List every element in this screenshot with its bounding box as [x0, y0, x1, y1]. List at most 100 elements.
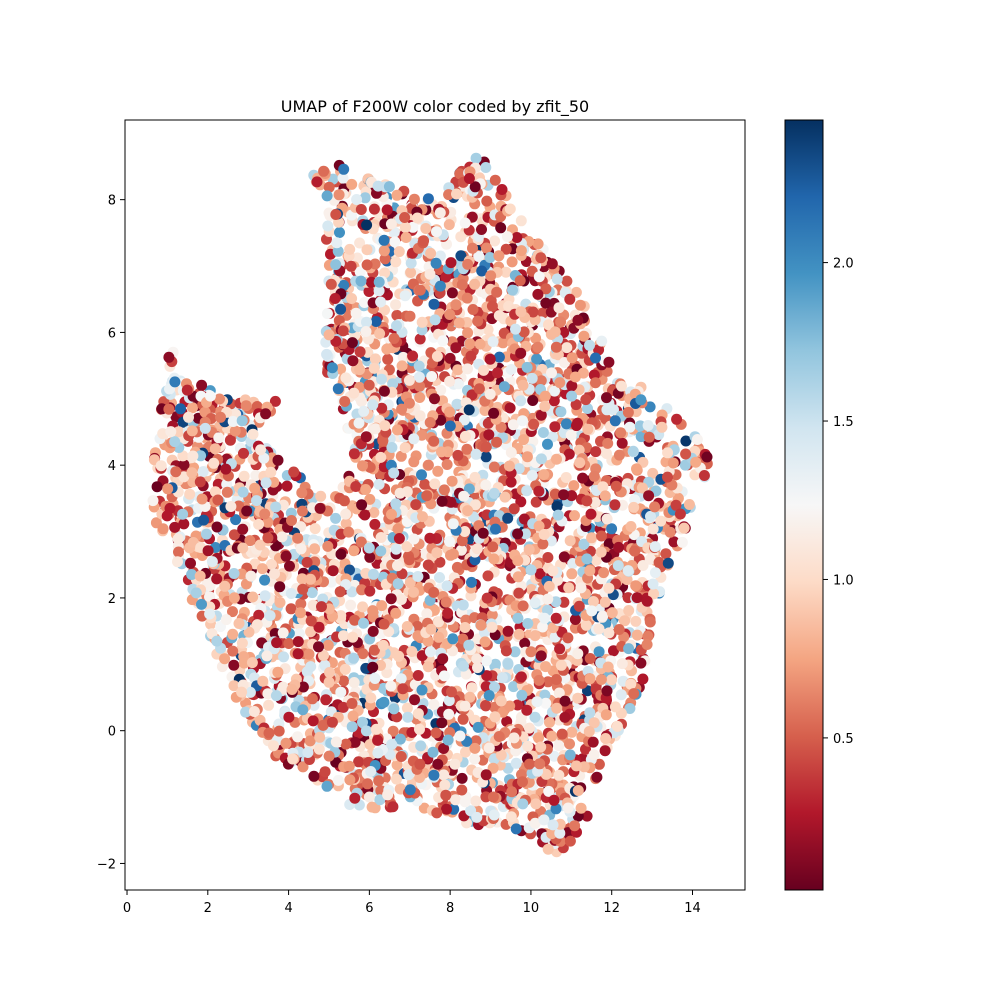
data-point	[197, 466, 209, 478]
data-point	[521, 361, 533, 373]
data-point	[376, 600, 388, 612]
data-point	[277, 627, 289, 639]
data-point	[542, 593, 554, 605]
data-point	[458, 414, 470, 426]
data-point	[564, 293, 576, 305]
data-point	[443, 189, 455, 201]
data-point	[668, 536, 680, 548]
y-tick-label: 4	[108, 459, 116, 474]
data-point	[340, 508, 352, 520]
data-point	[472, 315, 484, 327]
data-point	[526, 372, 538, 384]
data-point	[241, 505, 253, 517]
data-point	[383, 181, 395, 193]
data-point	[285, 603, 297, 615]
data-point	[548, 395, 560, 407]
data-point	[360, 431, 372, 443]
data-point	[313, 641, 324, 653]
data-point	[432, 758, 444, 770]
data-point	[600, 709, 612, 721]
data-point	[186, 569, 198, 580]
data-point	[495, 421, 507, 433]
data-point	[440, 271, 452, 283]
data-point	[430, 257, 442, 269]
data-point	[353, 756, 365, 768]
data-point	[286, 515, 297, 526]
data-point	[337, 172, 349, 184]
data-point	[367, 605, 379, 617]
data-point	[498, 381, 510, 393]
data-point	[595, 674, 607, 685]
data-point	[378, 234, 390, 246]
data-point	[396, 568, 408, 580]
data-point	[387, 725, 399, 737]
data-point	[332, 245, 344, 257]
data-point	[471, 543, 483, 555]
data-point	[359, 297, 370, 308]
data-point	[530, 496, 542, 508]
data-point	[609, 701, 621, 713]
data-point	[429, 393, 440, 405]
data-point	[183, 411, 194, 423]
data-point	[323, 181, 335, 193]
data-point	[305, 573, 316, 585]
data-point	[369, 518, 381, 530]
data-point	[373, 285, 385, 297]
data-point	[236, 686, 248, 698]
data-point	[240, 400, 252, 412]
data-point	[643, 490, 655, 502]
data-point	[601, 392, 612, 404]
data-point	[566, 390, 578, 402]
data-point	[238, 470, 250, 482]
data-point	[481, 670, 493, 682]
colorbar-axis: 0.5 1.0 1.5 2.0	[823, 257, 854, 747]
data-point	[523, 758, 535, 770]
data-point	[366, 801, 378, 813]
data-point	[505, 447, 517, 458]
data-point	[441, 803, 452, 815]
data-point	[469, 181, 481, 193]
data-point	[606, 674, 618, 686]
data-point	[390, 256, 402, 268]
data-point	[622, 406, 634, 418]
data-point	[570, 399, 582, 411]
data-point	[701, 451, 713, 463]
x-tick-label: 2	[204, 901, 212, 916]
data-point	[561, 275, 573, 287]
data-point	[360, 326, 372, 337]
data-point	[391, 320, 402, 332]
data-point	[372, 180, 384, 192]
data-point	[338, 675, 350, 687]
data-point	[347, 355, 359, 367]
data-point	[466, 389, 478, 401]
data-point	[262, 688, 274, 700]
data-point	[473, 383, 485, 395]
data-point	[408, 433, 420, 445]
data-point	[401, 702, 413, 714]
data-point	[484, 252, 496, 263]
data-point	[519, 637, 531, 649]
data-point	[493, 250, 505, 262]
data-point	[321, 780, 333, 792]
data-point	[526, 469, 538, 481]
data-point	[260, 408, 272, 420]
data-point	[428, 769, 440, 781]
data-point	[417, 511, 428, 523]
data-point	[460, 746, 471, 758]
data-point	[346, 721, 358, 733]
data-point	[408, 586, 419, 598]
data-point	[490, 523, 501, 535]
data-point	[373, 775, 385, 787]
data-point	[543, 319, 554, 331]
data-point	[225, 501, 237, 512]
data-point	[305, 626, 317, 638]
data-point	[530, 332, 542, 344]
data-point	[517, 600, 529, 612]
data-point	[363, 791, 375, 803]
data-point	[556, 728, 568, 740]
data-point	[358, 617, 369, 629]
data-point	[395, 673, 407, 685]
data-point	[407, 350, 419, 362]
data-point	[377, 639, 389, 651]
data-point	[623, 643, 635, 655]
